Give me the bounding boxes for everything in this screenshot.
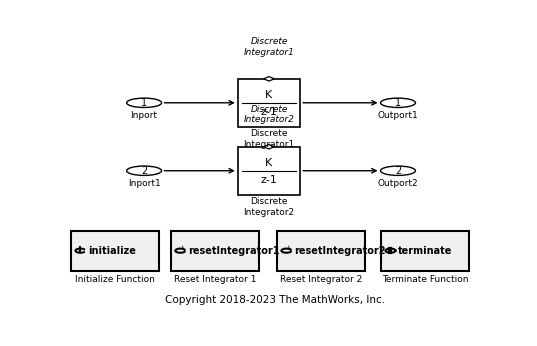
Text: z-1: z-1 bbox=[260, 107, 278, 117]
Text: Inport1: Inport1 bbox=[128, 179, 161, 188]
Text: z-1: z-1 bbox=[260, 175, 278, 185]
Ellipse shape bbox=[127, 98, 162, 108]
Text: Discrete
Integrator1: Discrete Integrator1 bbox=[243, 129, 295, 149]
Text: resetIntegrator1: resetIntegrator1 bbox=[188, 246, 279, 256]
Text: Discrete
Integrator2: Discrete Integrator2 bbox=[243, 197, 294, 217]
FancyBboxPatch shape bbox=[238, 147, 300, 195]
Ellipse shape bbox=[381, 98, 416, 108]
Text: K: K bbox=[265, 90, 273, 100]
Text: Inport: Inport bbox=[130, 111, 158, 120]
Text: terminate: terminate bbox=[398, 246, 452, 256]
FancyBboxPatch shape bbox=[238, 79, 300, 127]
Text: Reset Integrator 2: Reset Integrator 2 bbox=[280, 275, 362, 284]
Text: K: K bbox=[265, 158, 273, 168]
Ellipse shape bbox=[381, 166, 416, 175]
Ellipse shape bbox=[127, 166, 162, 175]
FancyBboxPatch shape bbox=[277, 231, 365, 271]
Text: resetIntegrator2: resetIntegrator2 bbox=[294, 246, 386, 256]
Text: initialize: initialize bbox=[88, 246, 136, 256]
FancyBboxPatch shape bbox=[171, 231, 259, 271]
FancyBboxPatch shape bbox=[381, 231, 469, 271]
Text: Copyright 2018-2023 The MathWorks, Inc.: Copyright 2018-2023 The MathWorks, Inc. bbox=[165, 295, 385, 305]
Polygon shape bbox=[264, 145, 274, 149]
Text: 1: 1 bbox=[395, 98, 401, 108]
FancyBboxPatch shape bbox=[71, 231, 159, 271]
Text: Discrete
Integrator2: Discrete Integrator2 bbox=[244, 105, 294, 125]
Polygon shape bbox=[264, 76, 274, 81]
Text: 2: 2 bbox=[141, 166, 147, 176]
Text: Outport1: Outport1 bbox=[378, 111, 418, 120]
Text: Outport2: Outport2 bbox=[378, 179, 418, 188]
Text: 2: 2 bbox=[395, 166, 401, 176]
Text: Discrete
Integrator1: Discrete Integrator1 bbox=[244, 37, 294, 56]
Text: Reset Integrator 1: Reset Integrator 1 bbox=[173, 275, 256, 284]
Text: 1: 1 bbox=[141, 98, 147, 108]
Text: Terminate Function: Terminate Function bbox=[382, 275, 468, 284]
Text: Initialize Function: Initialize Function bbox=[75, 275, 155, 284]
